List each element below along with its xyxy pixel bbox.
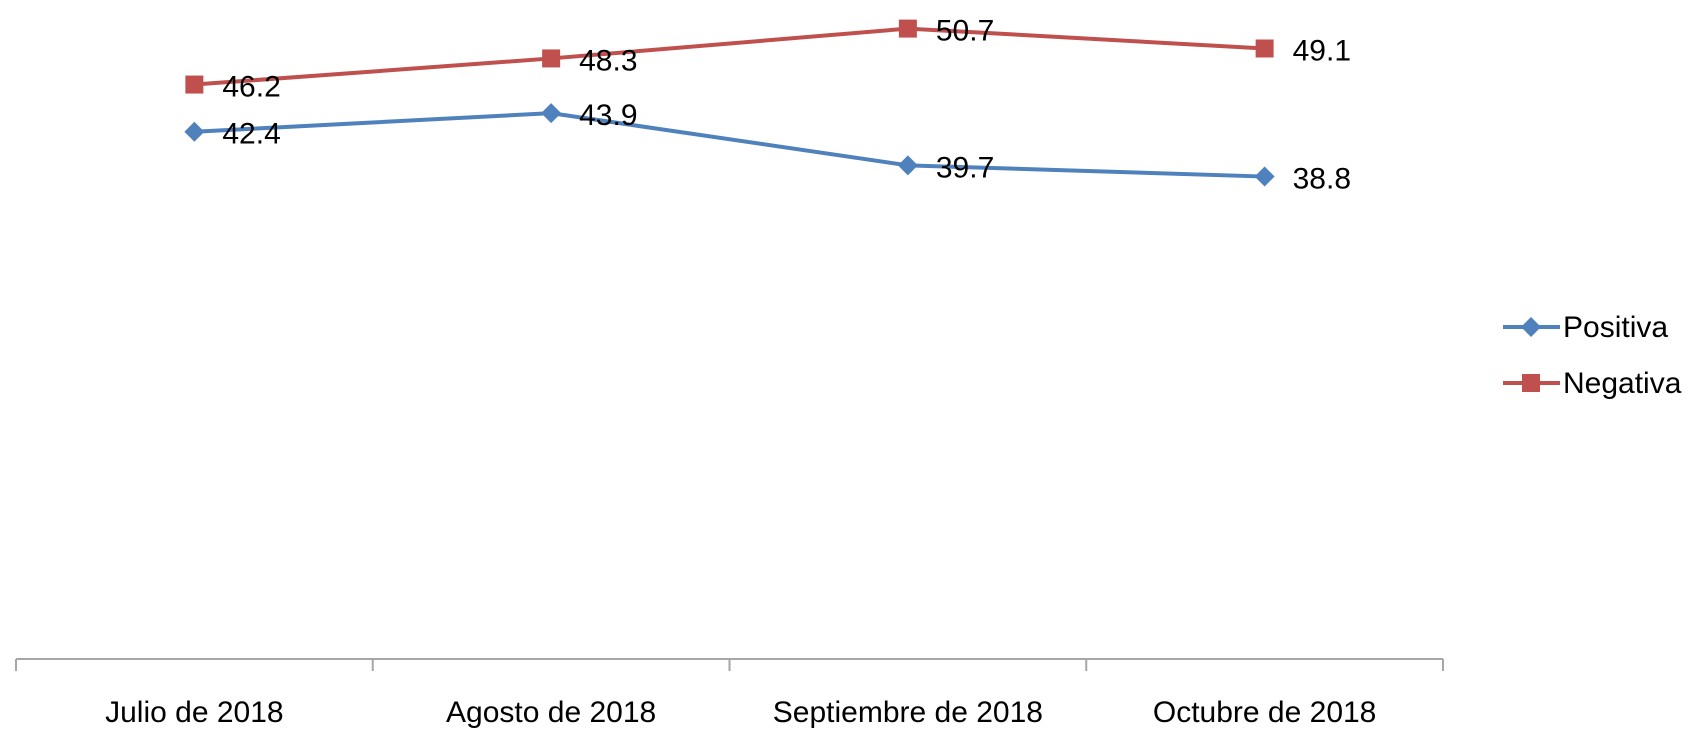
data-label: 48.3 xyxy=(579,44,637,77)
data-point xyxy=(897,155,918,176)
legend-label: Positiva xyxy=(1563,311,1668,344)
data-point xyxy=(185,75,204,94)
x-tick-label: Agosto de 2018 xyxy=(446,696,656,729)
data-label: 46.2 xyxy=(222,70,280,103)
data-label: 42.4 xyxy=(222,118,280,151)
data-point xyxy=(542,49,561,68)
x-tick-label: Julio de 2018 xyxy=(105,696,283,729)
data-label: 43.9 xyxy=(579,99,637,132)
legend-label: Negativa xyxy=(1563,367,1682,400)
legend-marker xyxy=(1521,317,1541,337)
series-line xyxy=(194,111,1265,179)
data-point xyxy=(1255,39,1274,58)
series-line xyxy=(194,26,1265,87)
x-tick-label: Octubre de 2018 xyxy=(1153,696,1377,729)
legend-marker xyxy=(1522,374,1540,392)
data-label: 49.1 xyxy=(1293,34,1351,67)
data-point xyxy=(1254,166,1275,187)
data-label: 38.8 xyxy=(1293,162,1351,195)
data-point xyxy=(898,19,917,38)
data-point xyxy=(184,121,205,142)
data-point xyxy=(541,103,562,124)
data-label: 50.7 xyxy=(936,15,994,48)
x-tick-label: Septiembre de 2018 xyxy=(773,696,1043,729)
data-label: 39.7 xyxy=(936,151,994,184)
